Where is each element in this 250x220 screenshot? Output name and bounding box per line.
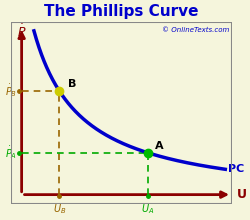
Text: A: A [154, 141, 163, 151]
Text: U: U [236, 188, 246, 201]
Text: PC: PC [228, 164, 244, 174]
Text: © OnlineTexts.com: © OnlineTexts.com [162, 27, 230, 33]
Text: B: B [68, 79, 76, 89]
Text: $U_B$: $U_B$ [52, 202, 66, 216]
Text: $\dot{P}$: $\dot{P}$ [17, 24, 26, 40]
Text: $U_A$: $U_A$ [141, 202, 154, 216]
Title: The Phillips Curve: The Phillips Curve [44, 4, 199, 19]
Text: $\dot{P}_A$: $\dot{P}_A$ [5, 144, 17, 161]
Text: $\dot{P}_B$: $\dot{P}_B$ [5, 82, 17, 99]
